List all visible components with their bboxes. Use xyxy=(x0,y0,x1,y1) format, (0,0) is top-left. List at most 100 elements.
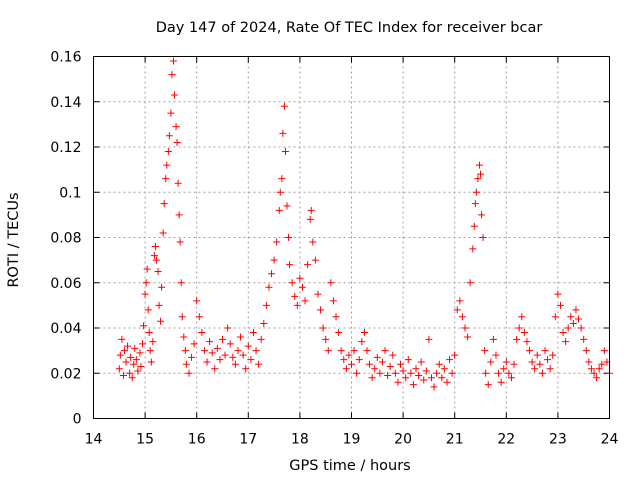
data-point xyxy=(181,347,189,355)
data-point xyxy=(188,353,196,361)
data-point xyxy=(461,324,469,332)
data-point xyxy=(458,313,466,321)
data-point xyxy=(118,335,126,343)
data-point xyxy=(288,279,296,287)
data-point xyxy=(593,374,601,382)
data-point xyxy=(159,229,167,237)
data-point xyxy=(314,290,322,298)
data-point xyxy=(142,279,150,287)
data-point xyxy=(469,245,477,253)
data-point xyxy=(234,347,242,355)
data-point xyxy=(219,335,226,343)
data-point xyxy=(293,301,301,309)
data-point xyxy=(394,378,402,386)
x-tick-label: 22 xyxy=(497,432,515,448)
data-point xyxy=(518,313,526,321)
data-point xyxy=(407,369,415,377)
data-point xyxy=(430,383,438,391)
data-point xyxy=(544,356,552,364)
data-point xyxy=(139,340,147,348)
data-point xyxy=(350,347,358,355)
data-point xyxy=(402,374,410,382)
data-point xyxy=(389,351,397,359)
x-tick-label: 18 xyxy=(291,432,309,448)
data-point xyxy=(520,329,528,337)
data-point xyxy=(376,369,384,377)
data-point xyxy=(477,170,484,178)
x-tick-label: 14 xyxy=(85,432,103,448)
data-point xyxy=(381,347,389,355)
data-point xyxy=(598,360,606,368)
data-point xyxy=(149,338,157,346)
data-point xyxy=(296,274,304,282)
data-point xyxy=(474,175,482,183)
data-point xyxy=(144,306,152,314)
data-point xyxy=(399,367,407,375)
data-point xyxy=(355,356,363,364)
x-tick-label: 17 xyxy=(239,432,257,448)
data-point xyxy=(154,267,162,275)
data-point xyxy=(427,374,435,382)
data-point xyxy=(546,365,554,373)
y-tick-label: 0.06 xyxy=(50,276,81,292)
data-point xyxy=(587,365,595,373)
y-tick-label: 0.14 xyxy=(50,95,81,111)
data-point xyxy=(145,329,153,337)
data-point xyxy=(335,329,343,337)
data-point xyxy=(237,333,245,341)
data-point xyxy=(291,292,299,300)
data-point xyxy=(131,344,139,352)
data-point xyxy=(448,369,456,377)
data-point xyxy=(526,347,534,355)
data-point xyxy=(470,222,478,230)
data-point xyxy=(265,283,273,291)
data-point xyxy=(203,358,211,366)
y-tick-label: 0.1 xyxy=(59,185,81,201)
data-point xyxy=(242,365,250,373)
data-point xyxy=(391,369,399,377)
data-point xyxy=(283,202,291,210)
data-point xyxy=(226,340,234,348)
data-point xyxy=(317,306,325,314)
data-point xyxy=(438,374,446,382)
data-point xyxy=(221,351,229,359)
data-point xyxy=(482,369,490,377)
data-point xyxy=(456,297,464,305)
data-point xyxy=(572,306,580,314)
data-point xyxy=(180,333,188,341)
data-point xyxy=(559,329,567,337)
data-point xyxy=(307,206,315,214)
data-point xyxy=(567,313,575,321)
y-tick-label: 0.04 xyxy=(50,321,81,337)
data-point xyxy=(497,378,505,386)
data-point xyxy=(541,347,549,355)
y-tick-label: 0.16 xyxy=(50,50,81,66)
data-point xyxy=(384,372,392,380)
data-point xyxy=(443,378,451,386)
data-point xyxy=(500,365,508,373)
data-point xyxy=(378,358,386,366)
data-point xyxy=(404,356,412,364)
data-point xyxy=(255,360,263,368)
x-axis-label: GPS time / hours xyxy=(289,458,410,474)
data-point xyxy=(213,344,221,352)
data-point xyxy=(366,360,374,368)
data-point xyxy=(124,342,132,350)
data-point xyxy=(136,349,144,357)
data-point xyxy=(190,340,198,348)
data-point xyxy=(122,358,130,366)
data-point xyxy=(502,358,510,366)
data-point xyxy=(171,91,179,99)
y-tick-label: 0.02 xyxy=(50,366,81,382)
data-point xyxy=(397,360,405,368)
data-point xyxy=(337,347,345,355)
data-point xyxy=(116,351,124,359)
data-point xyxy=(324,347,332,355)
data-point xyxy=(130,360,138,368)
data-point xyxy=(420,376,428,384)
data-point xyxy=(435,360,443,368)
data-point xyxy=(306,215,314,223)
data-point xyxy=(132,356,140,364)
data-point xyxy=(453,306,461,314)
